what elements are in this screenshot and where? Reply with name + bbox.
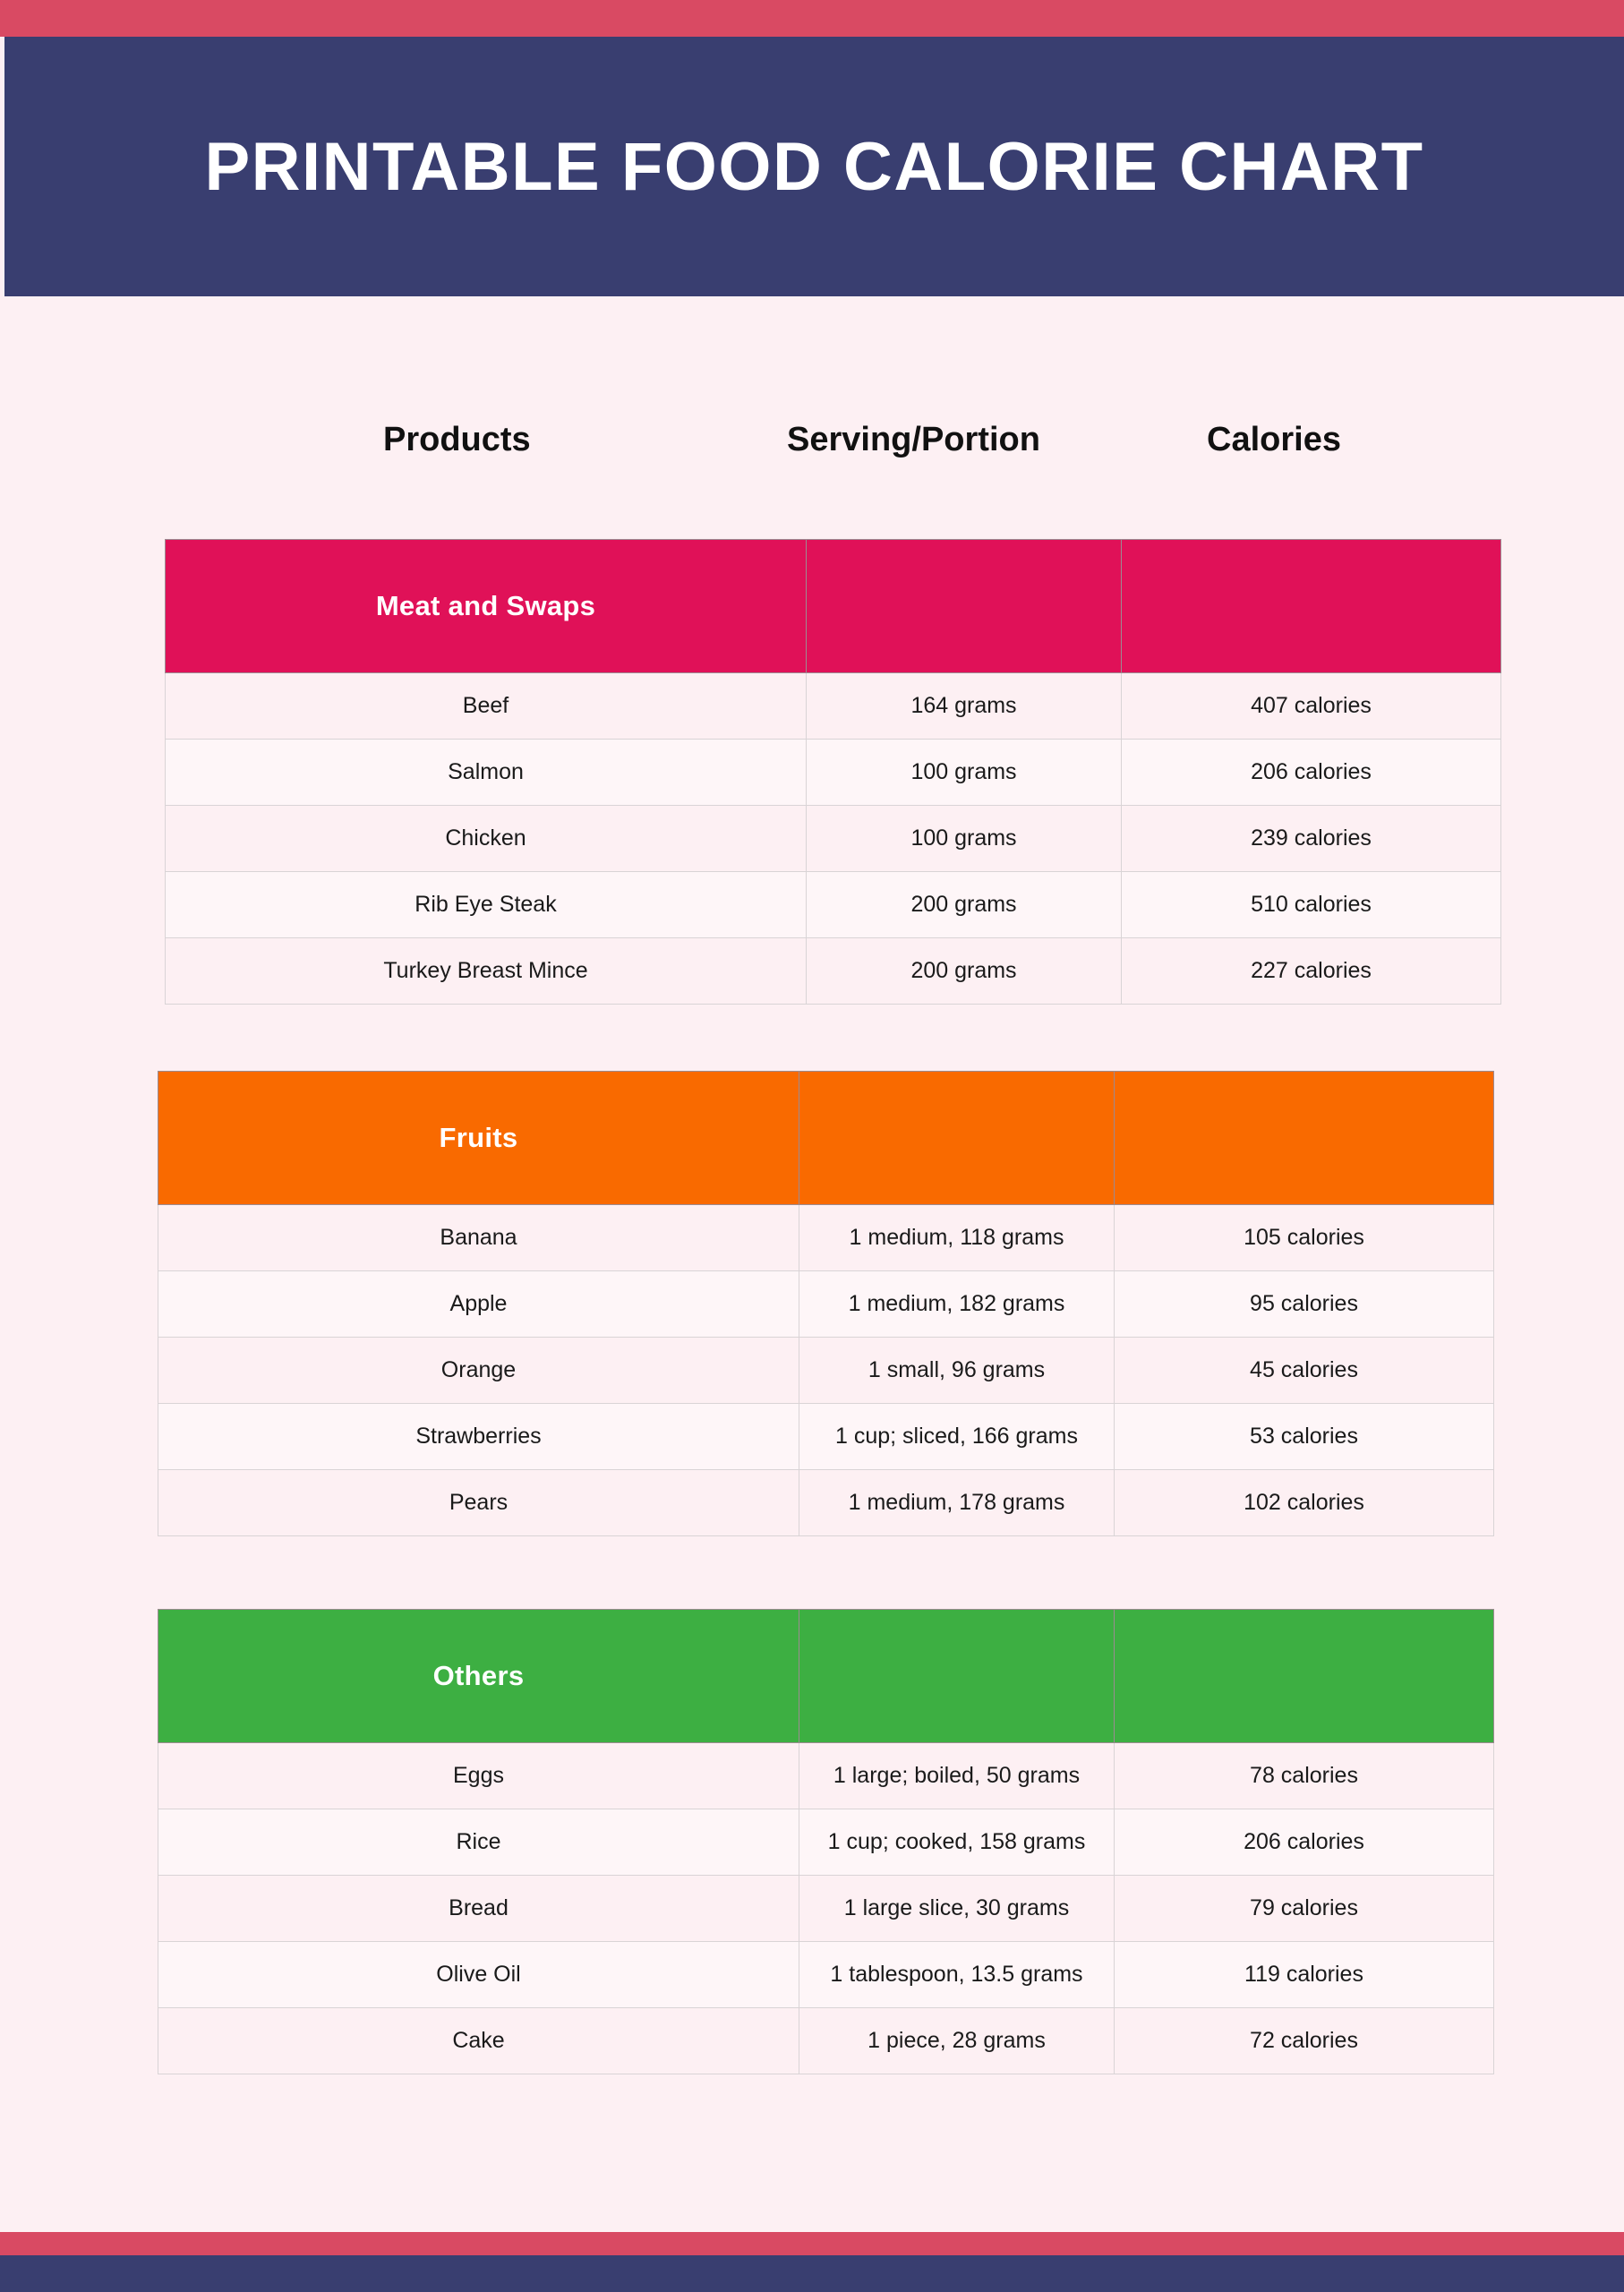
cell-product: Salmon — [165, 739, 807, 806]
table-meat-and-swaps: Meat and Swaps Beef 164 grams 407 calori… — [165, 539, 1501, 1005]
cell-calories: 72 calories — [1114, 2007, 1494, 2074]
table-row: Beef 164 grams 407 calories — [165, 672, 1501, 740]
category-header-row: Others — [158, 1609, 1494, 1743]
cell-product: Cake — [158, 2007, 799, 2074]
cell-product: Pears — [158, 1469, 799, 1536]
cell-product: Beef — [165, 672, 807, 740]
cell-product: Bread — [158, 1875, 799, 1942]
category-header-spacer-calories — [1114, 1609, 1494, 1743]
category-label-cell: Meat and Swaps — [165, 539, 807, 673]
cell-serving: 1 cup; cooked, 158 grams — [799, 1809, 1115, 1876]
category-header-spacer-calories — [1114, 1071, 1494, 1205]
cell-calories: 45 calories — [1114, 1337, 1494, 1404]
column-headings: Products Serving/Portion Calories — [0, 421, 1624, 483]
table-row: Rice 1 cup; cooked, 158 grams 206 calori… — [158, 1809, 1494, 1876]
category-header-spacer-calories — [1121, 539, 1501, 673]
table-row: Olive Oil 1 tablespoon, 13.5 grams 119 c… — [158, 1941, 1494, 2008]
cell-serving: 100 grams — [806, 739, 1122, 806]
table-row: Banana 1 medium, 118 grams 105 calories — [158, 1204, 1494, 1271]
cell-serving: 1 medium, 118 grams — [799, 1204, 1115, 1271]
cell-serving: 1 medium, 178 grams — [799, 1469, 1115, 1536]
cell-serving: 164 grams — [806, 672, 1122, 740]
table-row: Turkey Breast Mince 200 grams 227 calori… — [165, 937, 1501, 1005]
table-row: Rib Eye Steak 200 grams 510 calories — [165, 871, 1501, 938]
cell-calories: 206 calories — [1114, 1809, 1494, 1876]
cell-serving: 200 grams — [806, 871, 1122, 938]
category-label-cell: Fruits — [158, 1071, 799, 1205]
cell-calories: 239 calories — [1121, 805, 1501, 872]
table-row: Apple 1 medium, 182 grams 95 calories — [158, 1270, 1494, 1338]
table-row: Salmon 100 grams 206 calories — [165, 739, 1501, 806]
column-heading-products: Products — [383, 421, 531, 458]
cell-calories: 79 calories — [1114, 1875, 1494, 1942]
table-row: Orange 1 small, 96 grams 45 calories — [158, 1337, 1494, 1404]
category-header-spacer-serving — [806, 539, 1122, 673]
cell-serving: 200 grams — [806, 937, 1122, 1005]
cell-product: Eggs — [158, 1742, 799, 1809]
category-label-cell: Others — [158, 1609, 799, 1743]
cell-calories: 53 calories — [1114, 1403, 1494, 1470]
table-fruits: Fruits Banana 1 medium, 118 grams 105 ca… — [158, 1071, 1494, 1536]
cell-serving: 1 large; boiled, 50 grams — [799, 1742, 1115, 1809]
cell-calories: 510 calories — [1121, 871, 1501, 938]
column-heading-calories: Calories — [1207, 421, 1341, 458]
cell-calories: 95 calories — [1114, 1270, 1494, 1338]
page-title: PRINTABLE FOOD CALORIE CHART — [204, 128, 1424, 205]
cell-serving: 100 grams — [806, 805, 1122, 872]
cell-product: Turkey Breast Mince — [165, 937, 807, 1005]
cell-calories: 227 calories — [1121, 937, 1501, 1005]
cell-calories: 407 calories — [1121, 672, 1501, 740]
category-label: Others — [432, 1660, 525, 1691]
cell-calories: 206 calories — [1121, 739, 1501, 806]
table-row: Bread 1 large slice, 30 grams 79 calorie… — [158, 1875, 1494, 1942]
cell-calories: 105 calories — [1114, 1204, 1494, 1271]
table-row: Eggs 1 large; boiled, 50 grams 78 calori… — [158, 1742, 1494, 1809]
bottom-accent-stripe — [0, 2232, 1624, 2255]
column-heading-serving: Serving/Portion — [787, 421, 1040, 458]
category-header-spacer-serving — [799, 1071, 1115, 1205]
cell-product: Strawberries — [158, 1403, 799, 1470]
cell-product: Rice — [158, 1809, 799, 1876]
category-label: Meat and Swaps — [375, 590, 596, 621]
category-header-row: Meat and Swaps — [165, 539, 1501, 673]
cell-product: Olive Oil — [158, 1941, 799, 2008]
cell-product: Rib Eye Steak — [165, 871, 807, 938]
bottom-navy-bar — [0, 2255, 1624, 2292]
cell-calories: 119 calories — [1114, 1941, 1494, 2008]
cell-serving: 1 small, 96 grams — [799, 1337, 1115, 1404]
cell-calories: 102 calories — [1114, 1469, 1494, 1536]
cell-serving: 1 piece, 28 grams — [799, 2007, 1115, 2074]
cell-product: Chicken — [165, 805, 807, 872]
cell-serving: 1 medium, 182 grams — [799, 1270, 1115, 1338]
category-header-spacer-serving — [799, 1609, 1115, 1743]
table-row: Pears 1 medium, 178 grams 102 calories — [158, 1469, 1494, 1536]
table-row: Strawberries 1 cup; sliced, 166 grams 53… — [158, 1403, 1494, 1470]
cell-serving: 1 cup; sliced, 166 grams — [799, 1403, 1115, 1470]
table-others: Others Eggs 1 large; boiled, 50 grams 78… — [158, 1609, 1494, 2074]
category-header-row: Fruits — [158, 1071, 1494, 1205]
cell-product: Orange — [158, 1337, 799, 1404]
cell-serving: 1 large slice, 30 grams — [799, 1875, 1115, 1942]
cell-product: Banana — [158, 1204, 799, 1271]
category-label: Fruits — [439, 1122, 518, 1153]
cell-calories: 78 calories — [1114, 1742, 1494, 1809]
table-row: Cake 1 piece, 28 grams 72 calories — [158, 2007, 1494, 2074]
cell-serving: 1 tablespoon, 13.5 grams — [799, 1941, 1115, 2008]
top-accent-stripe — [0, 0, 1624, 37]
page-banner: PRINTABLE FOOD CALORIE CHART — [4, 37, 1624, 296]
cell-product: Apple — [158, 1270, 799, 1338]
table-row: Chicken 100 grams 239 calories — [165, 805, 1501, 872]
